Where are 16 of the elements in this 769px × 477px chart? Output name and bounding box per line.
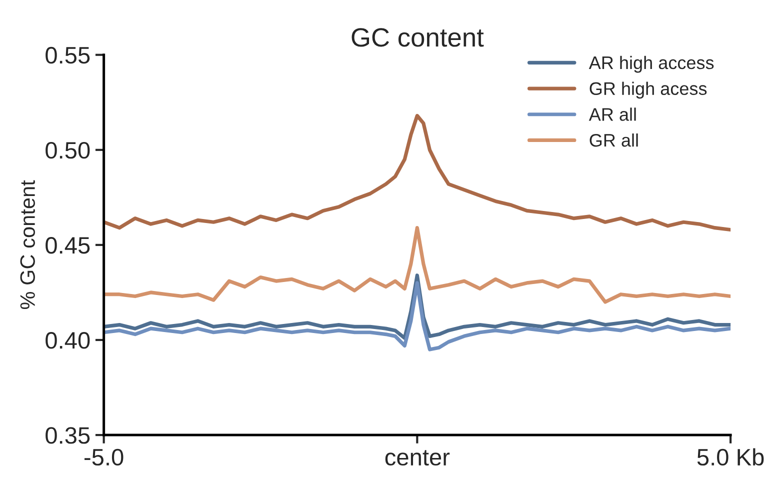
legend-label: AR all [588,108,636,121]
y-tick-label: 0.55 [46,46,90,64]
legend-label: GR high acess [590,82,707,99]
y-tick-label: 0.40 [46,332,90,349]
chart-title: GC content [352,28,484,47]
y-tick-label: 0.50 [46,142,90,159]
legend-label: GR all [590,133,638,147]
line-series [104,226,731,304]
x-tick-label: -5.0 [84,448,124,466]
legend-label: AR high access [588,56,714,73]
line-series [104,281,731,352]
y-tick-label: 0.45 [46,237,90,254]
x-tick-label: 5.0 Kb [697,448,764,466]
y-tick-label: 0.35 [46,427,90,444]
x-tick-label: center [385,450,450,466]
y-axis-title: % GC content [20,180,35,310]
